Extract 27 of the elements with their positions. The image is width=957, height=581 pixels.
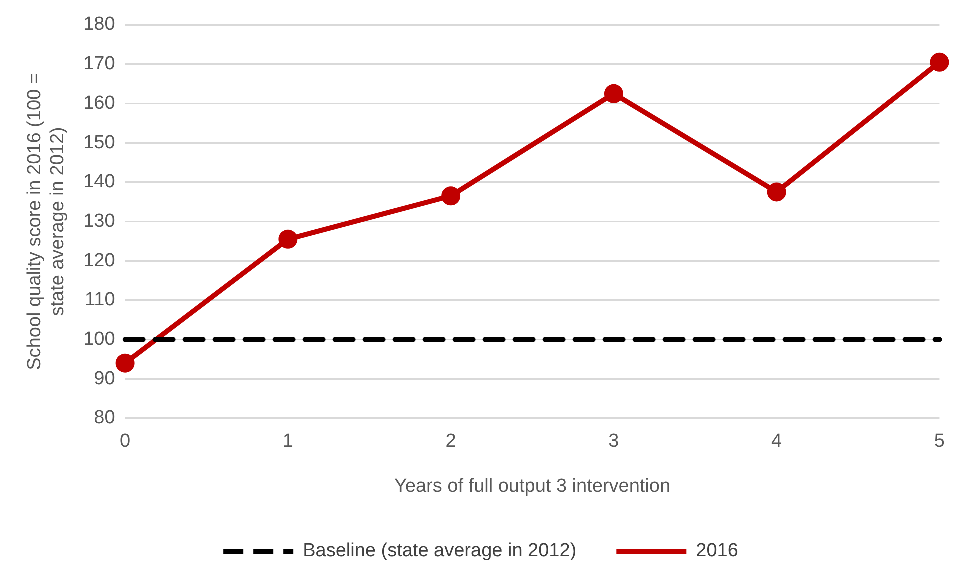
legend-label: Baseline (state average in 2012) [303, 540, 577, 562]
y-tick-label: 130 [84, 210, 116, 232]
y-tick-label: 100 [84, 328, 116, 350]
point [442, 186, 461, 206]
x-tick-label: 0 [120, 431, 131, 452]
point [604, 84, 624, 104]
y-tick-label: 160 [84, 92, 116, 114]
y-axis-title: School quality score in 2016 (100 = state average in 2012) [24, 73, 68, 370]
point [767, 182, 786, 202]
point [278, 230, 298, 249]
x-tick-label: 2 [446, 431, 456, 452]
y-tick-label: 80 [94, 408, 116, 429]
x-tick-label: 3 [608, 431, 620, 452]
y-tick-label: 180 [84, 14, 116, 36]
y-tick-label: 170 [84, 54, 116, 75]
y-tick-label: 110 [85, 290, 116, 311]
y-tick-label: 120 [84, 250, 116, 272]
x-tick-label: 5 [934, 431, 946, 452]
point [930, 52, 950, 72]
point [116, 354, 135, 373]
y-tick-label: 140 [84, 172, 116, 193]
y-tick-label: 150 [84, 132, 116, 154]
y-tick-label: 90 [94, 368, 116, 390]
x-tick-label: 4 [772, 431, 783, 452]
x-axis-title: Years of full output 3 intervention [394, 476, 671, 497]
legend-label: 2016 [696, 540, 738, 562]
x-tick-label: 1 [282, 431, 294, 452]
